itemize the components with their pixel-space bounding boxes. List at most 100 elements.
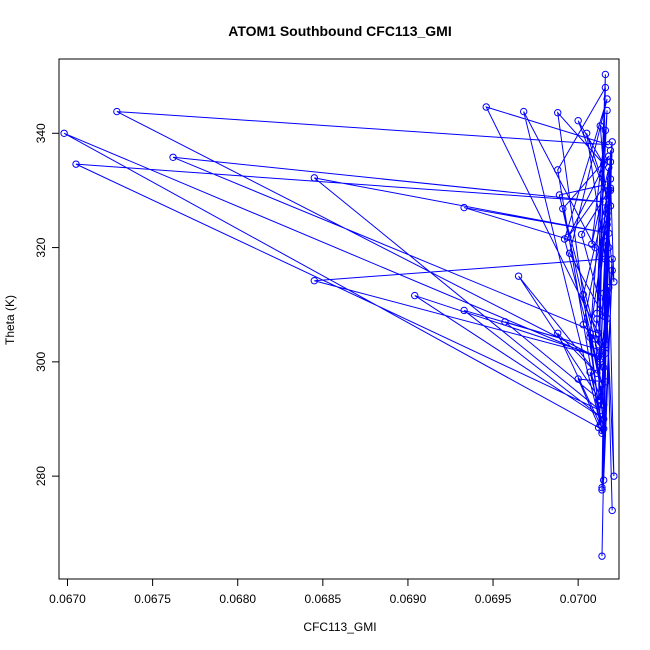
data-point — [460, 306, 468, 315]
x-tick-label: 0.0685 — [304, 592, 341, 606]
data-point — [603, 106, 611, 115]
data-point — [72, 160, 80, 168]
data-point — [606, 146, 615, 155]
x-tick-label: 0.0675 — [134, 592, 171, 606]
data-point — [605, 243, 613, 252]
data-point — [577, 230, 586, 239]
data-point — [593, 309, 601, 317]
data-point — [599, 425, 608, 433]
data-point — [519, 107, 528, 116]
data-point — [598, 429, 606, 437]
y-tick-label: 320 — [34, 237, 48, 257]
data-point — [601, 181, 610, 189]
data-point — [554, 166, 562, 174]
x-axis-label: CFC113_GMI — [303, 620, 376, 634]
data-point — [579, 321, 587, 329]
data-point — [610, 472, 618, 480]
data-point — [606, 186, 615, 195]
x-tick-label: 0.0695 — [475, 592, 512, 606]
data-point — [608, 506, 616, 515]
data-point — [601, 341, 610, 349]
data-point — [605, 229, 613, 237]
data-point — [596, 358, 604, 366]
data-point — [482, 103, 490, 111]
data-point — [591, 335, 599, 343]
data-point — [594, 329, 603, 337]
x-tick-label: 0.0680 — [219, 592, 256, 606]
data-point — [601, 349, 610, 357]
data-point — [601, 378, 610, 386]
data-point — [593, 369, 601, 377]
data-point — [603, 221, 611, 229]
data-point — [608, 266, 616, 275]
y-tick-label: 340 — [34, 123, 48, 143]
data-point — [555, 191, 564, 199]
data-point — [574, 117, 582, 125]
data-point — [601, 238, 610, 246]
data-point — [608, 255, 616, 263]
data-point — [606, 184, 615, 192]
data-point — [596, 122, 604, 130]
data-point — [606, 175, 615, 183]
data-point — [574, 375, 582, 383]
data-point — [601, 126, 610, 135]
data-point — [169, 153, 177, 161]
data-point — [560, 235, 569, 243]
data-point — [586, 368, 594, 376]
y-tick-label: 300 — [34, 352, 48, 372]
y-axis-label: Theta (K) — [3, 295, 17, 345]
data-point — [601, 295, 610, 303]
data-point — [579, 290, 587, 299]
x-tick-label: 0.0690 — [390, 592, 427, 606]
data-point — [501, 318, 509, 326]
data-point — [514, 272, 523, 280]
data-point — [113, 107, 121, 116]
data-point — [603, 95, 611, 103]
series-line — [63, 74, 615, 557]
data-point — [606, 202, 615, 210]
data-point — [60, 129, 68, 137]
data-point — [586, 329, 594, 337]
data-point — [460, 203, 468, 212]
data-point — [565, 249, 574, 257]
data-point — [599, 160, 608, 168]
data-point — [608, 138, 616, 146]
data-point — [599, 415, 608, 423]
data-point — [586, 333, 594, 341]
data-point — [603, 209, 611, 217]
data-point — [601, 70, 610, 79]
x-axis: 0.0670 0.0675 0.0680 0.0685 0.0690 0.0695 0.07… — [49, 578, 597, 606]
data-point — [603, 215, 611, 223]
data-point — [610, 278, 618, 286]
y-axis: 280 300 320 340 — [34, 123, 60, 486]
data-point — [598, 486, 606, 494]
data-point — [588, 240, 596, 248]
data-point — [582, 129, 591, 137]
data-point — [411, 291, 419, 300]
data-point — [603, 314, 611, 323]
data-point — [605, 283, 613, 292]
data-point — [598, 401, 606, 409]
data-point — [599, 198, 608, 206]
data-point — [564, 233, 572, 241]
data-point — [598, 392, 606, 400]
y-tick-label: 280 — [34, 466, 48, 486]
data-point — [598, 552, 606, 560]
data-point — [554, 109, 562, 117]
data-point — [593, 315, 601, 323]
data-point — [598, 483, 606, 492]
data-point — [310, 277, 319, 285]
data-point — [599, 476, 608, 484]
series-layer — [60, 70, 618, 560]
data-point — [554, 329, 562, 337]
x-tick-label: 0.0700 — [560, 592, 597, 606]
data-point — [601, 83, 610, 92]
x-tick-label: 0.0670 — [49, 592, 86, 606]
data-point — [559, 205, 567, 213]
data-point — [599, 363, 608, 372]
data-point — [310, 174, 319, 182]
chart-title: ATOM1 Southbound CFC113_GMI — [228, 23, 452, 39]
data-point — [606, 158, 615, 166]
plot-area — [58, 58, 620, 580]
